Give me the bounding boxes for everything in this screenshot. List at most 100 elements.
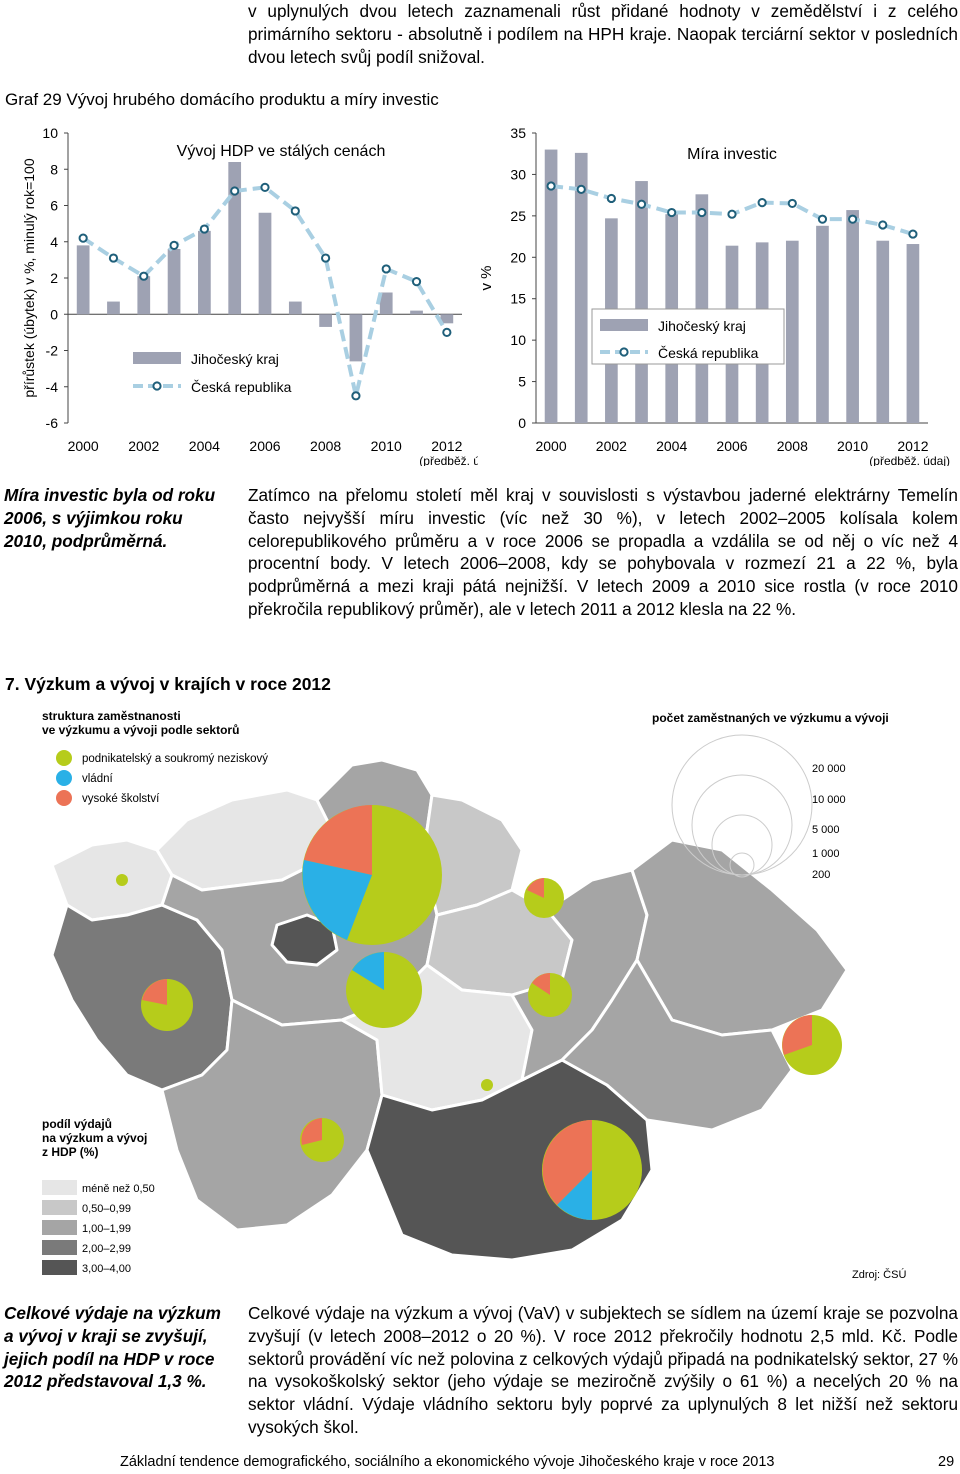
legend-bar-swatch — [133, 352, 181, 364]
svg-text:1,00–1,99: 1,00–1,99 — [82, 1223, 131, 1235]
hdp-chart: 10 8 6 4 2 0 -2 -4 -6 2000 2002 2004 2006 2008 2010 201… — [21, 125, 478, 466]
pie-jihomoravsky — [542, 1120, 642, 1220]
svg-text:ve výzkumu a vývoji podle sekt: ve výzkumu a vývoji podle sektorů — [42, 723, 239, 737]
line-point — [606, 193, 616, 204]
x-tick-label: 2000 — [535, 438, 566, 454]
line-point — [787, 198, 797, 209]
line-point — [727, 209, 737, 219]
x-tick-label: 2004 — [656, 438, 687, 454]
y-tick-label: 2 — [50, 270, 58, 286]
line-point — [78, 233, 88, 243]
x-tick-label: 2008 — [310, 438, 341, 454]
legend-bar-swatch — [600, 319, 648, 331]
structure-legend: struktura zaměstnanosti ve výzkumu a výv… — [42, 709, 268, 806]
y-tick-label: 25 — [510, 208, 526, 224]
line-point — [757, 198, 767, 208]
x-tick-label: 2012 — [431, 438, 462, 454]
research-paragraph: Celkové výdaje na výzkum a vývoj (VaV) v… — [248, 1303, 958, 1437]
y-tick-label: 4 — [50, 234, 58, 250]
y-tick-label: 6 — [50, 198, 58, 214]
legend-line-point — [619, 347, 629, 357]
page-number: 29 — [938, 1454, 955, 1470]
svg-text:z HDP (%): z HDP (%) — [42, 1145, 98, 1159]
y-tick-label: -2 — [46, 343, 59, 359]
line-point — [199, 224, 209, 234]
x-tick-label: 2006 — [249, 438, 280, 454]
x-tick-label: 2000 — [68, 438, 99, 454]
line-point — [290, 206, 300, 216]
svg-text:1 000: 1 000 — [812, 848, 840, 860]
bar — [349, 314, 363, 362]
bar — [785, 240, 799, 423]
intro-paragraph: v uplynulých dvou letech zaznamenali růs… — [248, 1, 958, 67]
pie-vysocina — [481, 1079, 493, 1091]
bar — [574, 152, 588, 423]
x-tick-label: 2002 — [128, 438, 159, 454]
y-tick-label: -6 — [46, 415, 59, 431]
line-point — [636, 199, 647, 209]
x-tick-label: 2010 — [837, 438, 868, 454]
y-tick-label: 0 — [518, 415, 526, 431]
line-point — [381, 264, 391, 274]
svg-text:na výzkum a vývoj: na výzkum a vývoj — [42, 1131, 147, 1145]
count-legend: počet zaměstnaných ve výzkumu a vývoji 2… — [652, 711, 889, 881]
investment-paragraph: Zatímco na přelomu století měl kraj v so… — [248, 485, 958, 619]
line-point — [139, 271, 149, 281]
bar — [258, 212, 272, 315]
x-tick-label: 2002 — [596, 438, 627, 454]
svg-text:5 000: 5 000 — [812, 824, 840, 836]
x-tick-label: 2012 — [897, 438, 928, 454]
investment-chart: 35 30 25 20 15 10 5 0 2000 2002 2004 2006 2008 2010 20… — [478, 125, 950, 466]
bar — [876, 240, 890, 423]
research-map: struktura zaměstnanosti ve výzkumu a výv… — [32, 700, 932, 1285]
svg-text:podnikatelský a soukromý nezis: podnikatelský a soukromý neziskový — [82, 753, 268, 765]
x-note: (předběž. údaj) — [419, 454, 478, 466]
svg-text:podíl výdajů: podíl výdajů — [42, 1117, 112, 1131]
bar — [906, 244, 920, 423]
bar — [198, 230, 211, 315]
legend-line-point — [152, 381, 162, 391]
side-note-research: Celkové výdaje na výzkum a vývoj v kraji… — [4, 1303, 221, 1392]
pie-liberecky — [524, 878, 564, 918]
pie-moravskoslezsky — [782, 1015, 842, 1075]
line-point — [411, 277, 422, 287]
pie-karlovarsky — [116, 874, 128, 886]
line-point — [697, 207, 707, 218]
bar — [379, 292, 393, 315]
svg-text:struktura zaměstnanosti: struktura zaměstnanosti — [42, 709, 181, 723]
line-point — [108, 253, 119, 263]
x-tick-label: 2004 — [189, 438, 220, 454]
y-tick-label: 5 — [518, 374, 526, 390]
line-point — [817, 214, 828, 224]
bar — [816, 225, 829, 423]
y-tick-label: 10 — [510, 332, 526, 348]
svg-text:vládní: vládní — [82, 773, 113, 785]
svg-text:méně než 0,50: méně než 0,50 — [82, 1183, 155, 1195]
y-axis-label: v % — [478, 265, 495, 290]
pie-jihocesky — [300, 1118, 344, 1162]
line-point — [908, 229, 918, 239]
bar — [288, 301, 302, 315]
svg-text:2,00–2,99: 2,00–2,99 — [82, 1243, 131, 1255]
pie-stredocesky — [346, 952, 422, 1028]
pie-plzensky — [141, 979, 193, 1031]
bar — [167, 249, 181, 315]
legend-label-line: Česká republika — [658, 345, 759, 361]
x-note: (předběž. údaj) — [869, 454, 950, 466]
line-point — [442, 327, 452, 337]
graph-title: Graf 29 Vývoj hrubého domácího produktu … — [5, 90, 439, 109]
map-source: Zdroj: ČSÚ — [852, 1268, 906, 1281]
y-tick-label: -4 — [46, 379, 59, 395]
svg-text:počet zaměstnaných ve výzkumu: počet zaměstnaných ve výzkumu a vývoji — [652, 711, 889, 725]
y-tick-label: 15 — [510, 291, 526, 307]
svg-text:10 000: 10 000 — [812, 794, 846, 806]
y-tick-label: 0 — [50, 306, 58, 322]
bar — [319, 314, 332, 327]
footer-text: Základní tendence demografického, sociál… — [120, 1454, 775, 1470]
line-point — [351, 391, 361, 401]
bar — [137, 276, 151, 315]
legend-label-bar: Jihočeský kraj — [658, 318, 746, 334]
y-tick-label: 20 — [510, 249, 526, 265]
bar — [410, 310, 423, 315]
line-point — [848, 214, 858, 224]
